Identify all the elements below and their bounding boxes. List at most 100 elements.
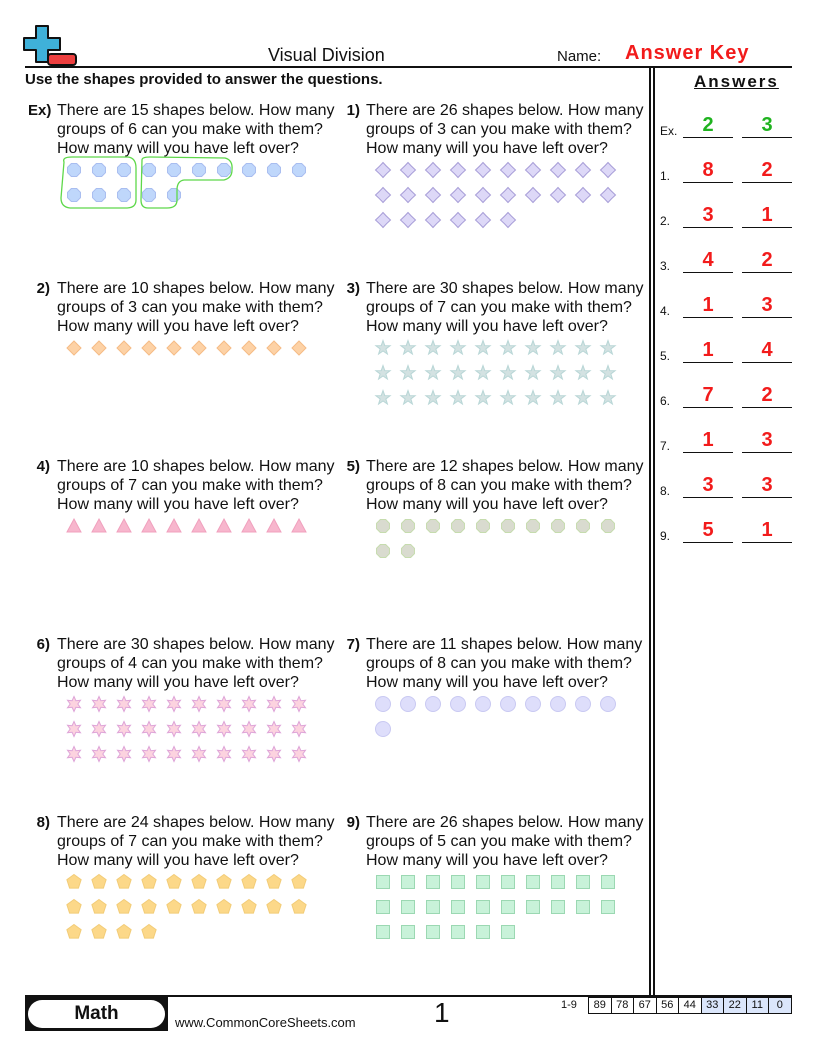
problem-text-line: How many will you have left over? [366,318,608,335]
clover-shape [574,161,592,179]
leftover-answer: 3 [742,428,792,453]
problem-text-line: groups of 7 can you make with them? [57,477,323,494]
clover-shape [499,161,517,179]
circle-shape [500,696,516,712]
shape-group [66,873,307,939]
clover-shape [474,186,492,204]
shape-group [374,338,617,406]
problem-text-line: How many will you have left over? [57,496,299,513]
diamond-shape [66,340,82,356]
star5-shape [474,363,492,381]
octagon-shape [401,519,415,533]
star6-shape [266,720,282,738]
octagon-shape [192,163,206,177]
octagon-shape [217,163,231,177]
star5-shape [499,338,517,356]
answer-row-label: 4. [660,304,671,318]
subject-label: Math [28,1000,165,1028]
problem-text-line: groups of 6 can you make with them? [57,121,323,138]
square-shape [476,875,490,889]
circle-shape [600,696,616,712]
star6-shape [166,745,182,763]
website-link[interactable]: www.CommonCoreSheets.com [175,1015,356,1030]
problem-text-line: There are 15 shapes below. How many [57,102,335,119]
pentagon-shape [241,873,257,889]
square-shape [426,875,440,889]
star5-shape [399,338,417,356]
octagon-shape [501,519,515,533]
star5-shape [599,338,617,356]
problem-text-line: There are 11 shapes below. How many [366,636,643,653]
star5-shape [399,363,417,381]
circle-shape [550,696,566,712]
problem-text: There are 30 shapes below. How many group… [366,279,643,336]
problem-text-line: How many will you have left over? [57,674,299,691]
groups-answer: 3 [683,473,733,498]
square-shape [426,925,440,939]
star5-shape [499,363,517,381]
octagon-shape [92,163,106,177]
octagon-shape [117,188,131,202]
answer-row: 7. 1 3 [660,423,795,453]
circle-shape [400,696,416,712]
star6-shape [116,745,132,763]
star6-shape [116,720,132,738]
problem-number: Ex) [28,102,52,119]
star5-shape [574,388,592,406]
problem-text-line: groups of 5 can you make with them? [366,833,632,850]
octagon-shape [242,163,256,177]
problem-text-line: How many will you have left over? [366,852,608,869]
square-shape [401,925,415,939]
star5-shape [549,363,567,381]
leftover-answer: 3 [742,113,792,138]
pentagon-shape [166,873,182,889]
problem-text: There are 15 shapes below. How many group… [57,101,334,158]
problem-text: There are 10 shapes below. How many group… [57,279,334,336]
name-label: Name: [557,48,602,65]
star6-shape [241,695,257,713]
octagon-shape [476,519,490,533]
square-shape [401,900,415,914]
octagon-shape [551,519,565,533]
clover-shape [374,211,392,229]
score-cell: 44 [679,998,702,1013]
problem-text-line: There are 26 shapes below. How many [366,102,644,119]
triangle-shape [241,517,257,533]
answer-key-label: Answer Key [625,42,750,64]
problem-text: There are 26 shapes below. How many group… [366,101,643,158]
score-cell: 56 [657,998,679,1013]
pentagon-shape [66,898,82,914]
answer-row-label: 5. [660,349,671,363]
clover-shape [599,186,617,204]
pentagon-shape [66,873,82,889]
octagon-shape [451,519,465,533]
leftover-answer: 2 [742,158,792,183]
instructions: Use the shapes provided to answer the qu… [25,71,383,88]
clover-shape [449,161,467,179]
groups-answer: 1 [683,428,733,453]
clover-shape [524,186,542,204]
groups-answer: 2 [683,113,733,138]
octagon-shape [67,163,81,177]
star6-shape [91,745,107,763]
square-shape [551,875,565,889]
octagon-shape [117,163,131,177]
leftover-answer: 3 [742,473,792,498]
pentagon-shape [191,873,207,889]
clover-shape [524,161,542,179]
diamond-shape [141,340,157,356]
clover-shape [474,211,492,229]
clover-shape [374,161,392,179]
pentagon-shape [116,873,132,889]
square-shape [401,875,415,889]
answers-heading: Answers [694,72,779,91]
leftover-answer: 3 [742,293,792,318]
star5-shape [474,388,492,406]
star5-shape [374,363,392,381]
answer-row-label: 9. [660,529,671,543]
answer-row-label: 1. [660,169,671,183]
score-cell: 78 [612,998,634,1013]
square-shape [576,875,590,889]
score-cell: 67 [634,998,657,1013]
